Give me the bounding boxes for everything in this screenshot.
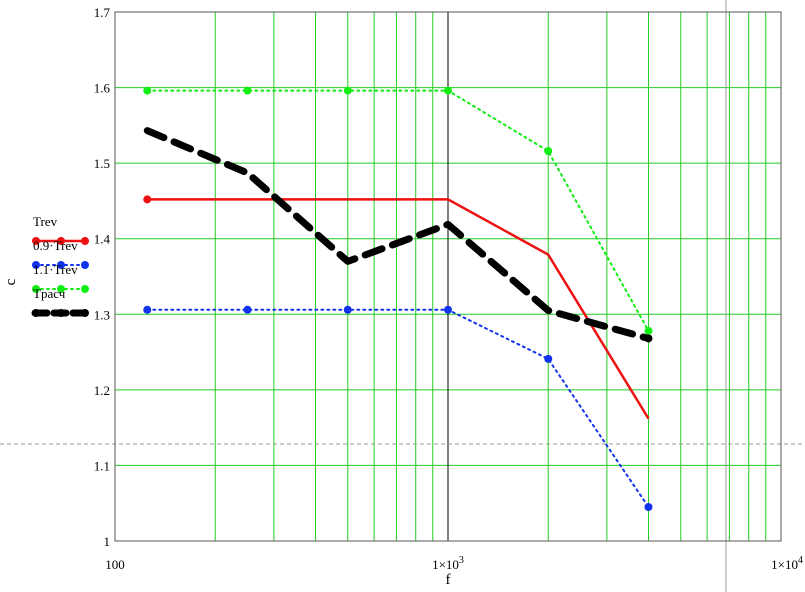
y-tick-label: 1.1	[94, 458, 110, 473]
legend-marker	[32, 237, 40, 245]
plot-frame	[114, 11, 782, 542]
data-point	[444, 305, 452, 314]
data-point	[143, 86, 152, 95]
x-tick-label: 1×103	[432, 555, 464, 572]
data-point	[544, 354, 553, 363]
data-point	[343, 305, 352, 314]
legend-label: 1.1·Trev	[33, 262, 78, 277]
legend-marker	[57, 261, 65, 269]
legend-marker	[32, 261, 40, 269]
legend-label: 0.9·Trev	[33, 238, 78, 253]
data-point	[444, 86, 452, 95]
legend-label: Tрасч	[33, 286, 66, 301]
y-tick-label: 1	[104, 534, 111, 549]
legend-marker	[57, 285, 65, 293]
series-line	[143, 127, 652, 342]
y-tick-label: 1.5	[94, 156, 110, 171]
y-tick-label: 1.6	[94, 81, 111, 96]
legend-label: Trev	[33, 214, 58, 229]
x-tick-label: 100	[105, 557, 125, 572]
legend-marker	[57, 237, 65, 245]
y-tick-label: 1.2	[94, 383, 110, 398]
y-tick-labels: 1 1.1 1.2 1.3 1.4 1.5 1.6 1.7	[94, 5, 111, 549]
y-tick-label: 1.4	[94, 232, 111, 247]
legend: Trev 0.9·Trev 1.1·Trev Tрасч	[31, 214, 89, 317]
legend-marker	[81, 237, 89, 245]
series-line	[146, 89, 650, 332]
series-line	[146, 308, 650, 508]
data-point	[143, 195, 152, 204]
legend-marker	[57, 309, 65, 317]
data-point	[644, 334, 653, 343]
y-tick-label: 1.3	[94, 307, 110, 322]
legend-marker	[81, 285, 89, 293]
data-point	[243, 305, 252, 314]
series-lines	[143, 86, 653, 511]
data-point	[143, 305, 152, 314]
x-axis-title: f	[446, 572, 451, 588]
grid	[115, 11, 781, 542]
legend-marker	[32, 309, 40, 317]
data-point	[343, 86, 352, 95]
series-line	[147, 198, 650, 420]
x-tick-label: 1×104	[771, 555, 803, 572]
legend-marker	[81, 309, 89, 317]
y-tick-label: 1.7	[94, 5, 111, 20]
data-point	[544, 147, 553, 156]
legend-marker	[32, 285, 40, 293]
legend-marker	[81, 261, 89, 269]
y-axis-title: c	[3, 278, 19, 285]
x-tick-labels: 100 1×103 1×104	[105, 555, 803, 572]
data-point	[644, 502, 653, 511]
data-point	[243, 86, 252, 95]
data-point	[644, 326, 653, 335]
